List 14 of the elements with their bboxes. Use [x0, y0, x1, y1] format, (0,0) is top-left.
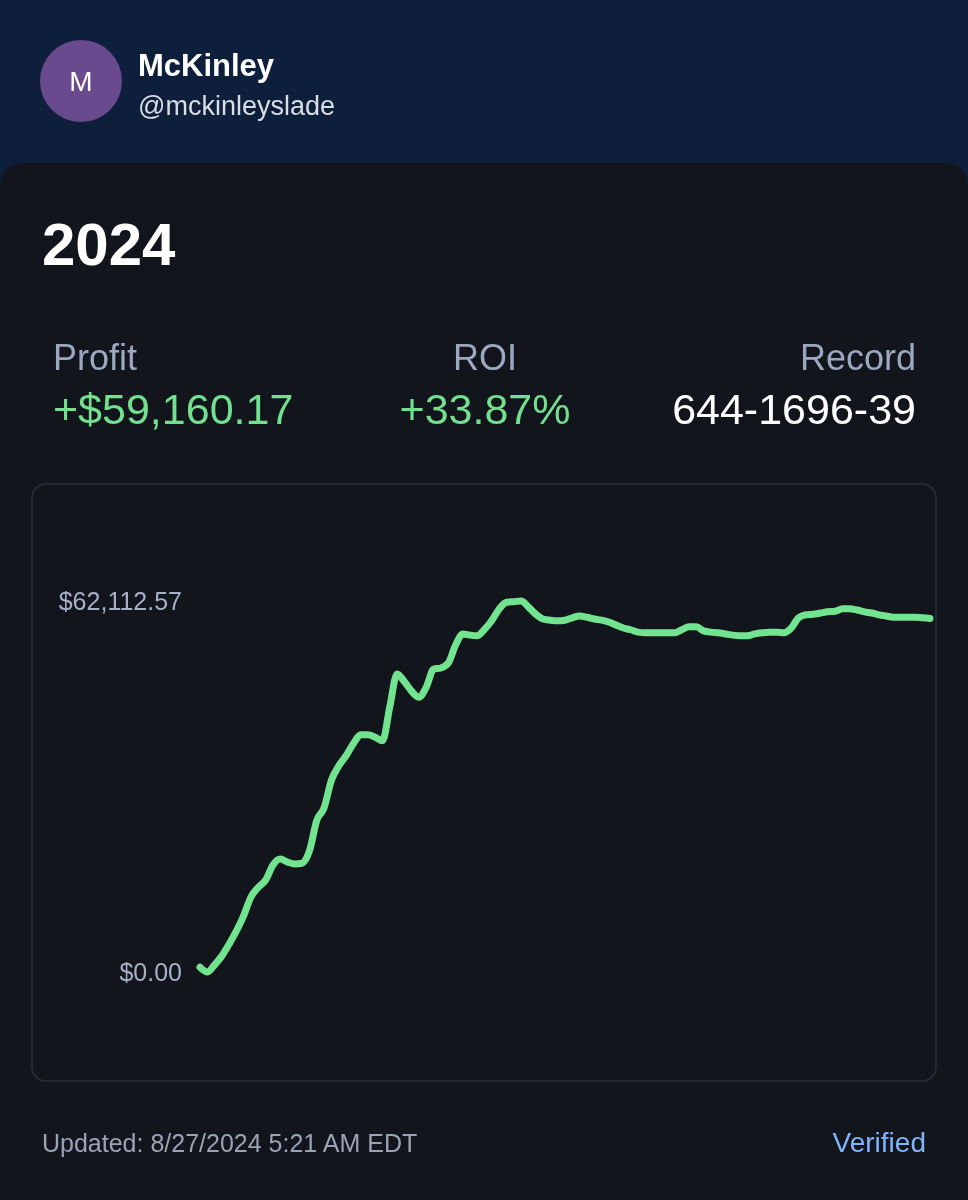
- text: Updated: 8/27/2024 5:21 AM EDT: [42, 1129, 418, 1157]
- text: Record: [799, 337, 916, 378]
- text: 644-1696-39: [672, 385, 916, 433]
- text: ROI: [452, 337, 518, 378]
- text: +$59,160.17: [53, 385, 294, 433]
- text: McKinley: [138, 48, 275, 83]
- y-tick-label: $62,112.57: [58, 586, 182, 615]
- chart-title: 2024: [42, 211, 177, 278]
- y-tick-label: $0.00: [119, 957, 182, 986]
- text: +33.87%: [399, 385, 571, 433]
- text: Profit: [53, 337, 138, 378]
- text: Verified: [832, 1127, 926, 1158]
- text: @mckinleyslade: [138, 91, 335, 121]
- text: M: [69, 66, 93, 97]
